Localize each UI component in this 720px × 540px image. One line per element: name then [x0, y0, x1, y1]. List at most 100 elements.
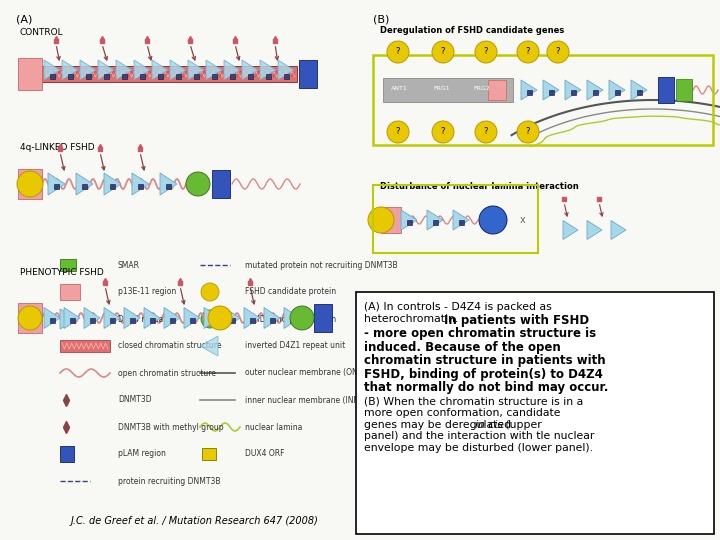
Bar [266, 73, 271, 78]
Polygon shape [284, 307, 300, 328]
Polygon shape [427, 210, 443, 230]
Bar [60, 284, 80, 300]
Text: (B) When the chromatin structure is in a: (B) When the chromatin structure is in a [364, 397, 583, 407]
Text: ?: ? [484, 48, 488, 57]
Bar [42, 66, 297, 82]
Text: ?: ? [441, 127, 445, 137]
Bar [433, 219, 438, 225]
Text: - more open chromatin structure is: - more open chromatin structure is [364, 327, 596, 340]
Bar [60, 446, 74, 462]
Text: CONTROL: CONTROL [20, 28, 63, 37]
Polygon shape [62, 60, 78, 80]
Bar [248, 73, 253, 78]
Text: SMAR: SMAR [118, 260, 140, 269]
Text: 4q-LINKED FSHD: 4q-LINKED FSHD [20, 143, 94, 152]
Polygon shape [631, 80, 647, 100]
Polygon shape [132, 173, 149, 195]
Text: ?: ? [556, 48, 560, 57]
Bar [676, 79, 692, 101]
Polygon shape [64, 307, 80, 328]
Text: FRG2: FRG2 [473, 86, 490, 91]
Text: heterochromatin.: heterochromatin. [364, 314, 462, 323]
Bar [636, 90, 642, 94]
Polygon shape [563, 220, 578, 240]
Bar [210, 318, 215, 322]
Bar [60, 340, 110, 352]
Circle shape [17, 171, 43, 197]
Bar [383, 78, 513, 102]
Text: chromatin structure in patients with: chromatin structure in patients with [364, 354, 606, 367]
Polygon shape [44, 60, 60, 80]
Polygon shape [453, 210, 469, 230]
Circle shape [201, 310, 219, 328]
Bar [81, 184, 86, 188]
Text: (upper: (upper [502, 420, 541, 430]
Circle shape [18, 306, 42, 330]
Polygon shape [84, 307, 100, 328]
Polygon shape [76, 173, 93, 195]
Circle shape [475, 121, 497, 143]
Bar [122, 73, 127, 78]
Bar [549, 90, 554, 94]
Text: closed chromatin structure: closed chromatin structure [118, 341, 222, 350]
Polygon shape [278, 60, 294, 80]
Text: genes may be deregulated: genes may be deregulated [364, 420, 514, 430]
Bar [614, 90, 619, 94]
Bar [593, 90, 598, 94]
Bar [18, 303, 42, 333]
Polygon shape [565, 80, 581, 100]
Polygon shape [124, 307, 140, 328]
Polygon shape [152, 60, 168, 80]
Bar [230, 318, 235, 322]
Bar [104, 73, 109, 78]
Text: panel) and the interaction with tle nuclear: panel) and the interaction with tle nucl… [364, 431, 594, 441]
Text: ?: ? [396, 127, 400, 137]
Bar [158, 73, 163, 78]
Bar [381, 207, 401, 233]
Polygon shape [170, 60, 186, 80]
Polygon shape [48, 173, 65, 195]
Text: outer nuclear membrane (ONM): outer nuclear membrane (ONM) [245, 368, 367, 377]
Polygon shape [116, 60, 132, 80]
Polygon shape [188, 60, 204, 80]
Text: mutated protein not recruiting DNMT3B: mutated protein not recruiting DNMT3B [245, 260, 397, 269]
Text: (A): (A) [16, 15, 32, 25]
Polygon shape [521, 80, 537, 100]
Bar [150, 318, 155, 322]
Text: pLAM region: pLAM region [118, 449, 166, 458]
Bar [70, 318, 74, 322]
Circle shape [368, 207, 394, 233]
Text: open chromatin structure: open chromatin structure [118, 368, 216, 377]
Polygon shape [134, 60, 150, 80]
Polygon shape [98, 60, 114, 80]
Bar [299, 60, 317, 88]
Text: ?: ? [441, 48, 445, 57]
Polygon shape [242, 60, 258, 80]
Polygon shape [184, 307, 200, 328]
Bar [138, 184, 143, 188]
Bar [194, 73, 199, 78]
Polygon shape [543, 80, 559, 100]
Bar [60, 259, 76, 271]
Polygon shape [224, 60, 240, 80]
Text: that normally do not bind may occur.: that normally do not bind may occur. [364, 381, 608, 394]
Text: ?: ? [526, 127, 530, 137]
Text: more open conformation, candidate: more open conformation, candidate [364, 408, 560, 418]
Text: D4Z4 repeat: D4Z4 repeat [118, 314, 166, 323]
Polygon shape [160, 173, 177, 195]
Bar [202, 448, 216, 460]
Text: envelope may be disturbed (lower panel).: envelope may be disturbed (lower panel). [364, 443, 593, 453]
Bar [166, 184, 171, 188]
Text: (B): (B) [373, 15, 390, 25]
Polygon shape [587, 220, 602, 240]
Bar [459, 219, 464, 225]
Bar [373, 185, 538, 253]
Bar [18, 169, 42, 199]
Circle shape [201, 283, 219, 301]
Text: DNMT3B with methyl group: DNMT3B with methyl group [118, 422, 224, 431]
Text: FRG1: FRG1 [433, 86, 449, 91]
Text: Deregulation of FSHD candidate genes: Deregulation of FSHD candidate genes [380, 26, 564, 35]
Bar [407, 219, 412, 225]
Circle shape [387, 121, 409, 143]
Text: protein recruiting DNMT3B: protein recruiting DNMT3B [118, 476, 220, 485]
